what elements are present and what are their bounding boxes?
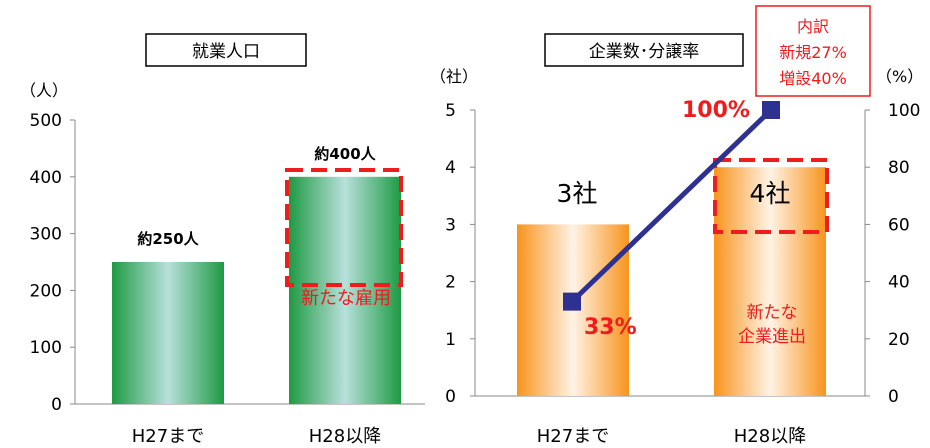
y-axis-label: （人） xyxy=(20,81,68,100)
y-tick-label-right: 20 xyxy=(888,330,910,350)
y-tick-label-right: 60 xyxy=(888,215,910,235)
annotation-label: 新たな雇用 xyxy=(301,288,391,309)
y-tick-label-left: 4 xyxy=(445,158,456,178)
line-marker xyxy=(762,101,780,119)
y-tick-label: 100 xyxy=(30,338,62,358)
y-tick-label: 200 xyxy=(30,281,62,301)
bar-data-label: 約250人 xyxy=(137,230,199,248)
bar xyxy=(714,167,826,396)
chart-title: 企業数･分譲率 xyxy=(589,42,700,62)
y-tick-label: 500 xyxy=(30,111,62,131)
bar-data-label: 3社 xyxy=(557,179,598,208)
y-tick-label: 0 xyxy=(51,395,62,415)
y-tick-label-left: 5 xyxy=(445,101,456,121)
y-tick-label: 300 xyxy=(30,225,62,245)
x-tick-label: H27まで xyxy=(537,426,609,447)
callout-line: 内訳 xyxy=(797,17,829,36)
highlight-box xyxy=(285,168,403,287)
line-data-label: 100% xyxy=(682,98,750,123)
bar xyxy=(289,176,401,404)
bar xyxy=(112,262,224,404)
annotation-label-line2: 企業進出 xyxy=(738,327,806,347)
y-tick-label-right: 100 xyxy=(888,101,920,121)
line-data-label: 33% xyxy=(584,315,637,340)
line-marker xyxy=(563,292,581,311)
companies-chart: 企業数･分譲率 （社） （%） 0 1 2 3 4 5 0 20 40 60 80 100 H27まで H28以… xyxy=(430,5,923,447)
x-tick-label: H28以降 xyxy=(309,426,381,447)
y-axis-label-right: （%） xyxy=(876,67,923,86)
y-tick-label-right: 80 xyxy=(888,158,910,178)
y-tick-label: 400 xyxy=(30,168,62,188)
bar-data-label: 4社 xyxy=(750,179,791,208)
x-tick-label: H27まで xyxy=(132,426,204,447)
callout-line: 増設40% xyxy=(779,69,847,88)
y-axis-label-left: （社） xyxy=(430,67,478,86)
x-tick-label: H28以降 xyxy=(734,426,806,447)
callout-line: 新規27% xyxy=(779,43,847,62)
y-tick-label-left: 3 xyxy=(445,215,456,235)
y-tick-label-right: 0 xyxy=(888,387,899,407)
y-tick-label-right: 40 xyxy=(888,273,910,293)
title-box xyxy=(145,33,307,67)
y-tick-label-left: 1 xyxy=(445,330,456,350)
y-tick-label-left: 2 xyxy=(445,273,456,293)
employment-chart: 就業人口 （人） 0 100 200 300 400 500 約250人 H27まで 約400人 H2… xyxy=(20,33,425,447)
highlight-box xyxy=(713,158,829,234)
callout-box xyxy=(755,5,871,97)
title-box xyxy=(544,33,744,67)
chart-title: 就業人口 xyxy=(192,42,260,62)
line-series xyxy=(570,108,773,304)
annotation-label-line1: 新たな xyxy=(747,303,798,323)
y-tick-label-left: 0 xyxy=(445,387,456,407)
bar-data-label: 約400人 xyxy=(314,145,376,163)
